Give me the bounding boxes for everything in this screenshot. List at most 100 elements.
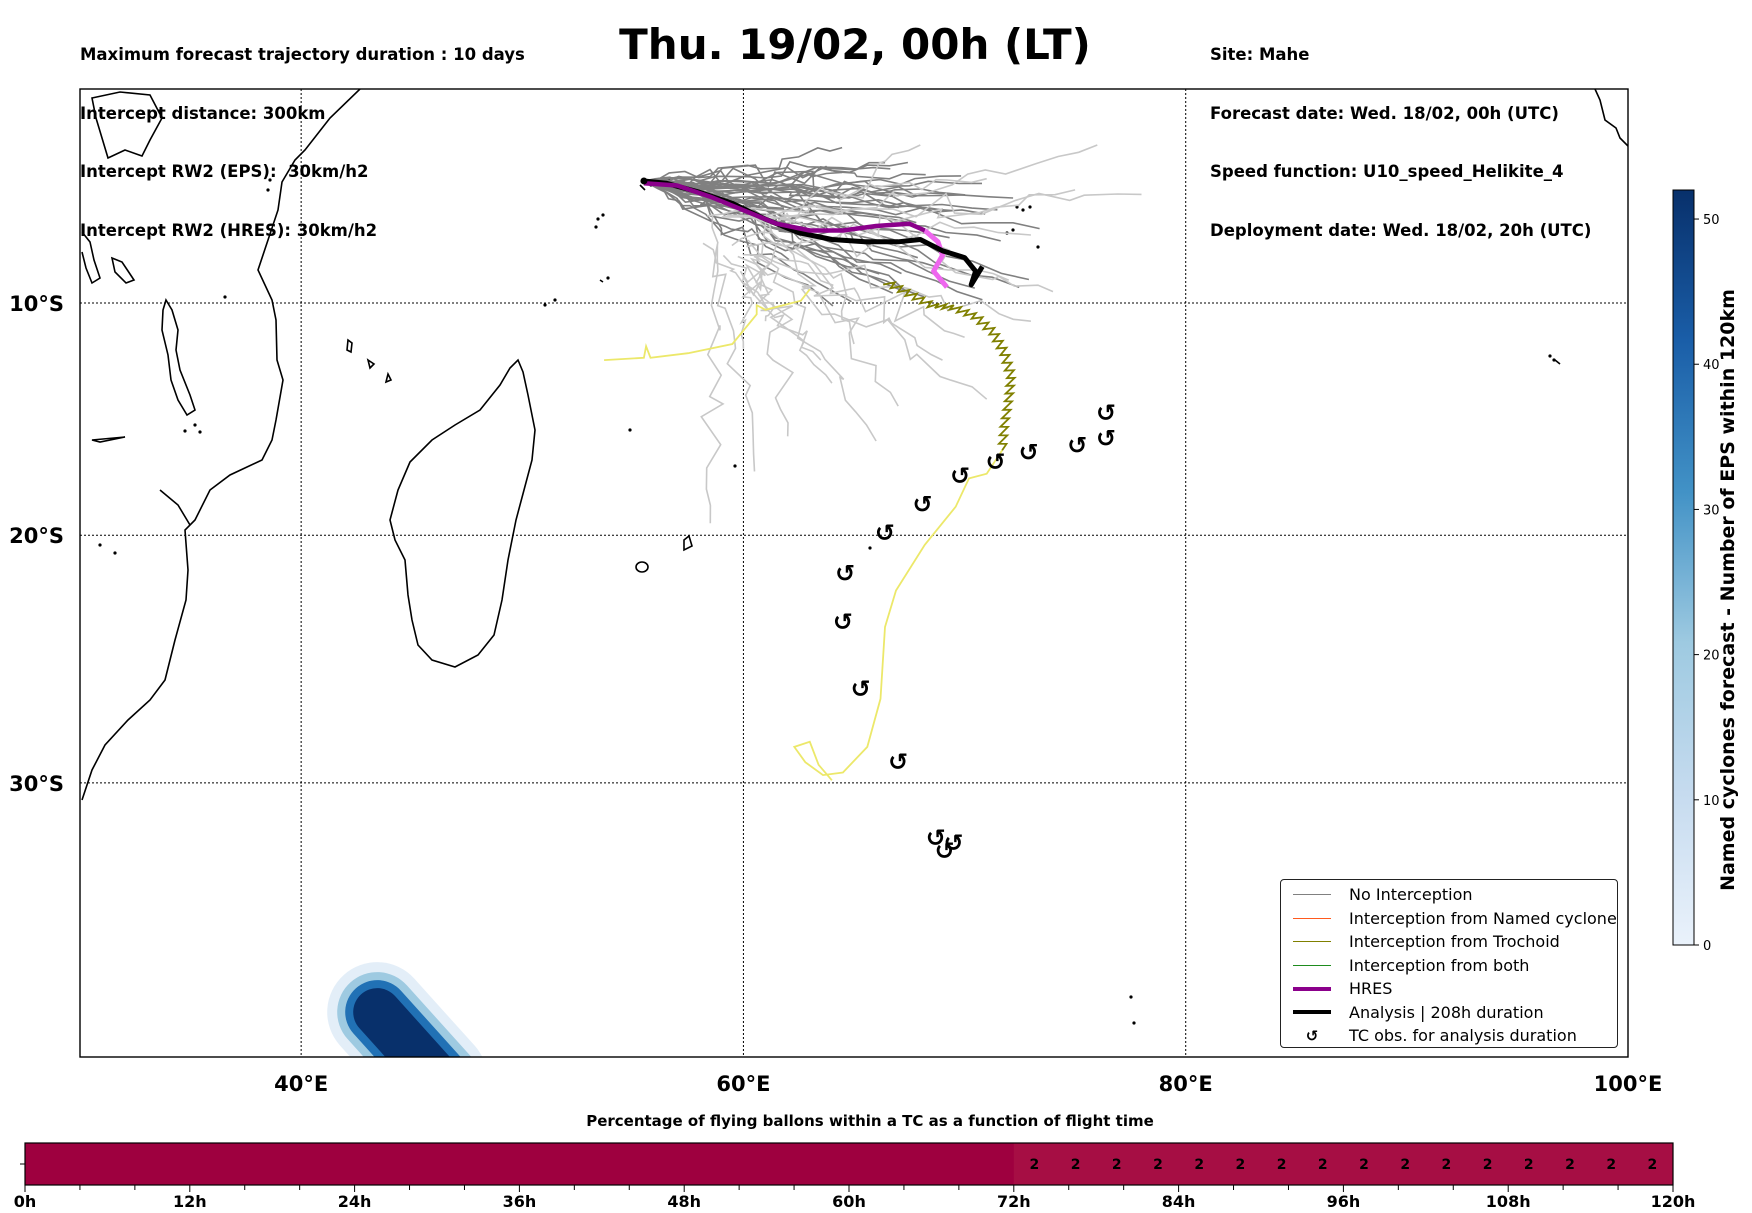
ensemble-track-light — [737, 255, 988, 400]
legend-item-hres: HRES — [1281, 977, 1617, 1001]
lake-tanganyika — [81, 231, 101, 285]
timebar-tick-label: 48h — [667, 1192, 701, 1211]
ensemble-track-light — [746, 189, 1076, 248]
legend-item-trochoid: Interception from Trochoid — [1281, 930, 1617, 954]
ensemble-track-light — [751, 211, 899, 407]
timebar-segment — [1425, 1143, 1468, 1185]
mauritius-island — [683, 534, 693, 552]
madagascar-coastline — [389, 358, 536, 668]
island-dot — [1021, 208, 1025, 212]
legend-label: TC obs. for analysis duration — [1349, 1026, 1577, 1046]
coastlines — [81, 89, 1628, 801]
lake-malawi — [161, 298, 196, 417]
ensemble-track-light — [755, 144, 1098, 219]
ensemble-track-light — [741, 214, 1031, 241]
ensemble-track — [643, 164, 891, 189]
ensemble-track-light — [721, 192, 1142, 220]
ensemble-track-light — [757, 213, 795, 437]
timebar-segment — [1261, 1143, 1303, 1185]
ensemble-trajectories — [643, 144, 1142, 524]
island-dot — [868, 546, 872, 550]
tc-obs-marker: ↺ — [888, 748, 908, 776]
legend-label: Interception from Trochoid — [1349, 932, 1560, 952]
timebar-value-label: 2 — [1565, 1157, 1575, 1173]
ensemble-track-light — [702, 242, 822, 361]
island-dot — [596, 217, 600, 221]
timebar-tick-label: 120h — [1651, 1192, 1696, 1211]
colorbar-ticks: 0 10 20 30 40 50 — [1694, 213, 1720, 954]
ensemble-track-light — [707, 177, 987, 217]
island-dot — [266, 188, 270, 192]
timebar-value-label: 2 — [1648, 1157, 1658, 1173]
lat-tick-label: 20°S — [9, 524, 64, 548]
map-title: Thu. 19/02, 00h (LT) — [619, 20, 1091, 69]
timebar-value-label: 2 — [1071, 1157, 1081, 1173]
timebar-tick-label: 96h — [1327, 1192, 1361, 1211]
colorbar-tick-label: 10 — [1703, 794, 1720, 809]
island-dot — [1552, 358, 1556, 362]
timebar-value-label: 2 — [1606, 1157, 1616, 1173]
map-axis-labels: 40°E 60°E 80°E 100°E 10°S 20°S 30°S — [9, 292, 1662, 1096]
legend-label: No Interception — [1349, 885, 1473, 905]
ensemble-track — [643, 180, 925, 298]
max-duration-text: Maximum forecast trajectory duration : 1… — [80, 45, 525, 64]
timebar-segment — [1137, 1143, 1180, 1185]
legend-item-both: Interception from both — [1281, 954, 1617, 978]
colorbar-tick-label: 40 — [1703, 358, 1720, 373]
legend-item-tc-obs: ↺ TC obs. for analysis duration — [1281, 1024, 1617, 1048]
timebar-segment — [1384, 1143, 1427, 1185]
timebar-segment — [1302, 1143, 1344, 1185]
island-dot — [113, 551, 117, 555]
colorbar-tick-label: 0 — [1703, 939, 1711, 954]
tc-obs-marker: ↺ — [1019, 439, 1039, 467]
timebar-segment — [1467, 1143, 1509, 1185]
timebar-value-label: 2 — [1194, 1157, 1204, 1173]
speed-function-text: Speed function: U10_speed_Helikite_4 — [1210, 162, 1564, 181]
map-legend: No Interception Interception from Named … — [1280, 879, 1618, 1048]
timebar-segment — [1178, 1143, 1221, 1185]
island-dot — [1129, 995, 1133, 999]
lon-tick-label: 60°E — [716, 1072, 770, 1096]
sumatra-coastline — [1594, 89, 1628, 147]
lat-tick-label: 30°S — [9, 772, 64, 796]
timebar-tick-label: 60h — [832, 1192, 866, 1211]
intercept-distance-text: Intercept distance: 300km — [80, 103, 326, 123]
hres-track-tail — [923, 228, 949, 289]
ensemble-track-light — [700, 244, 725, 524]
island-dot — [1548, 354, 1552, 358]
legend-line-black — [1293, 1010, 1331, 1015]
tc-obs-marker: ↺ — [875, 519, 895, 547]
timebar-segment — [1013, 1143, 1056, 1185]
tc-obs-marker: ↺ — [1096, 425, 1116, 453]
tc-obs-marker: ↺ — [851, 675, 871, 703]
hres-track — [643, 180, 926, 233]
site-text: Site: Mahe — [1210, 45, 1310, 64]
legend-line-olive — [1293, 941, 1331, 943]
lon-tick-label: 40°E — [274, 1072, 328, 1096]
flight-time-bar: 2 2 2 2 2 2 2 2 2 2 2 2 2 2 2 2 0h 12h 24h 36h 48h 60h 72h 84h 9… — [14, 1142, 1696, 1211]
timebar-value-label: 2 — [1277, 1157, 1287, 1173]
timebar-segment — [1590, 1143, 1633, 1185]
lake-small — [110, 256, 136, 284]
ensemble-track-light — [731, 144, 921, 247]
island-right-1 — [1554, 359, 1561, 365]
timebar-segment — [1219, 1143, 1262, 1185]
comoros — [346, 338, 393, 384]
trochoid-track — [883, 281, 1017, 451]
island-dot — [1028, 205, 1032, 209]
launch-site-marker — [640, 177, 648, 185]
lon-tick-label: 80°E — [1159, 1072, 1213, 1096]
legend-line-purple — [1293, 986, 1331, 991]
legend-line-orange — [1293, 917, 1331, 919]
colorbar-scale — [1672, 189, 1695, 946]
colorbar: 0 10 20 30 40 50 — [1672, 189, 1720, 954]
tc-obs-marker: ↺ — [912, 490, 932, 518]
africa-coastline — [81, 89, 361, 801]
timebar-segment — [25, 1143, 1015, 1185]
island-dot — [606, 276, 610, 280]
density-blob — [327, 962, 488, 1057]
lake-victoria — [91, 91, 163, 160]
timebar-title: Percentage of flying ballons within a TC… — [586, 1112, 1154, 1130]
tc-obs-marker: ↺ — [985, 448, 1005, 476]
